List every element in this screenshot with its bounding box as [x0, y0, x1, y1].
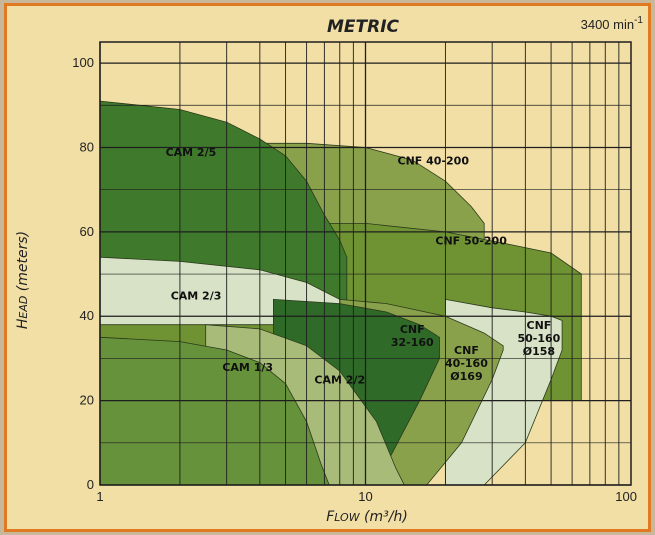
region-label-line: CAM 1/3: [222, 361, 273, 374]
region-label-cnf-32-160: CNF 32-160: [391, 323, 434, 349]
y-tick-label: 0: [87, 477, 94, 492]
region-label-line: CAM 2/3: [171, 289, 222, 302]
grid-layer: [99, 41, 632, 486]
region-label-cam-1-3: CAM 1/3: [222, 361, 273, 374]
y-tick-label: 80: [80, 139, 94, 154]
y-tick-label: 100: [72, 55, 94, 70]
regions-layer: [99, 100, 582, 486]
region-label-cnf-40-200: CNF 40-200: [398, 154, 470, 167]
x-tick-label: 100: [615, 489, 637, 504]
tick-labels-layer: 1 10 100 0 20 40 60 80 100: [72, 55, 637, 504]
x-axis-label-unit: (m³/h): [364, 509, 408, 525]
x-tick-label: 1: [96, 489, 103, 504]
plot-border: [99, 41, 632, 486]
region-label-line: 50-160: [518, 332, 561, 345]
region-label-cam-2-2: CAM 2/2: [314, 374, 365, 387]
chart-title: METRIC: [327, 17, 400, 37]
region-label-cam-2-3: CAM 2/3: [171, 289, 222, 302]
x-axis-label: FLOW (m³/h): [326, 509, 408, 525]
region-label-line: CNF: [400, 323, 425, 336]
speed-label: 3400 min-1: [581, 15, 644, 32]
region-label-line: Ø169: [450, 370, 482, 383]
y-tick-label: 60: [80, 224, 94, 239]
region-label-line: CAM 2/5: [166, 146, 217, 159]
y-tick-label: 20: [80, 393, 94, 408]
region-label-line: 40-160: [445, 357, 488, 370]
region-label-line: CNF 50-200: [435, 235, 507, 248]
speed-label-exponent: -1: [634, 15, 643, 26]
y-axis-label: HEAD (meters): [15, 231, 31, 329]
chart-frame: CNF 40-200 CNF 50-200 CAM 2/5 CAM 2/3 CNF 50-…: [4, 3, 651, 532]
region-label-line: 32-160: [391, 336, 434, 349]
region-label-cnf-40-160-d169: CNF 40-160 Ø169: [445, 344, 488, 383]
y-tick-label: 40: [80, 308, 94, 323]
region-label-line: CAM 2/2: [314, 374, 365, 387]
region-label-line: CNF: [527, 319, 552, 332]
y-axis-label-unit: (meters): [15, 231, 31, 291]
speed-label-value: 3400 min: [581, 17, 634, 32]
x-tick-label: 10: [358, 489, 372, 504]
x-axis-label-lead: F: [326, 509, 335, 525]
y-axis-label-caps: EAD: [17, 296, 30, 319]
x-axis-label-caps: LOW: [334, 511, 360, 524]
y-axis-label-lead: H: [15, 318, 31, 329]
region-label-cnf-50-160-d158: CNF 50-160 Ø158: [518, 319, 561, 358]
region-label-line: CNF 40-200: [398, 154, 470, 167]
region-label-line: Ø158: [523, 345, 555, 358]
region-label-line: CNF: [454, 344, 479, 357]
region-label-cnf-50-200: CNF 50-200: [435, 235, 507, 248]
region-label-cam-2-5: CAM 2/5: [166, 146, 217, 159]
